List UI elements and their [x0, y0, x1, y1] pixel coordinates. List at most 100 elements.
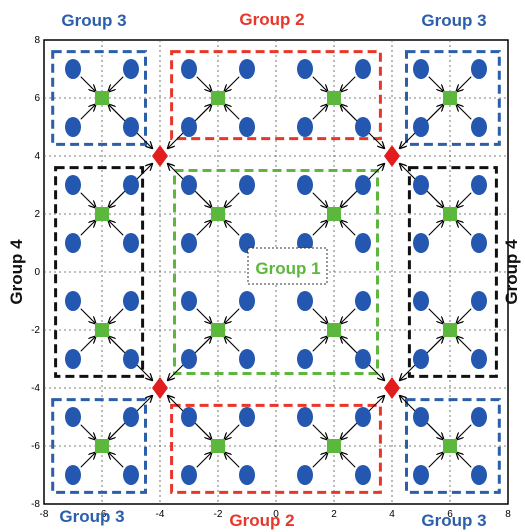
group3-label-bottom-right: Group 3: [421, 511, 486, 530]
sensor-node: [65, 349, 81, 369]
relay-node: [152, 377, 168, 399]
group1-box: [173, 169, 379, 375]
sensor-node: [181, 233, 197, 253]
sensor-node: [355, 465, 371, 485]
sensor-node: [181, 59, 197, 79]
node-to-head-arrow: [108, 76, 124, 92]
sensor-node: [297, 349, 313, 369]
cluster-head: [211, 91, 225, 105]
node-to-head-arrow: [80, 76, 96, 92]
group3-label-top-right: Group 3: [421, 11, 486, 30]
node-to-head-arrow: [224, 220, 240, 236]
sensor-node: [471, 59, 487, 79]
sensor-node: [181, 175, 197, 195]
sensor-node: [413, 349, 429, 369]
node-to-head-arrow: [340, 220, 356, 236]
node-to-head-arrow: [456, 452, 472, 468]
sensor-node: [65, 407, 81, 427]
x-tick-label: 6: [447, 509, 453, 520]
cluster-head: [443, 439, 457, 453]
node-to-head-arrow: [428, 76, 444, 92]
sensor-node: [297, 117, 313, 137]
node-to-head-arrow: [340, 308, 356, 324]
y-tick-label: -8: [31, 499, 40, 510]
group2-label-top: Group 2: [239, 10, 304, 29]
cluster-head: [443, 91, 457, 105]
node-to-head-arrow: [80, 104, 96, 120]
group4-label-right: Group 4: [502, 239, 521, 305]
sensor-node: [471, 407, 487, 427]
sensor-node: [181, 349, 197, 369]
sensor-node: [355, 117, 371, 137]
y-tick-label: 6: [34, 93, 40, 104]
node-to-head-arrow: [224, 104, 240, 120]
sensor-node: [297, 59, 313, 79]
sensor-node: [65, 59, 81, 79]
node-to-head-arrow: [312, 308, 328, 324]
y-tick-label: -2: [31, 325, 40, 336]
sensor-node: [413, 233, 429, 253]
sensor-node: [239, 349, 255, 369]
sensor-node: [471, 117, 487, 137]
grid-lines: [44, 40, 508, 504]
sensor-node: [413, 117, 429, 137]
sensor-node: [413, 407, 429, 427]
node-to-head-arrow: [428, 308, 444, 324]
node-to-head-arrow: [224, 192, 240, 208]
cluster-head: [95, 207, 109, 221]
sensor-node: [181, 291, 197, 311]
cluster-head: [211, 323, 225, 337]
node-to-head-arrow: [456, 76, 472, 92]
sensor-node: [239, 117, 255, 137]
sensor-node: [65, 175, 81, 195]
cluster-head: [327, 207, 341, 221]
node-to-head-arrow: [108, 452, 124, 468]
cluster-head: [95, 323, 109, 337]
sensor-node: [355, 59, 371, 79]
sensor-node: [239, 291, 255, 311]
node-to-head-arrow: [456, 308, 472, 324]
sensor-node: [355, 407, 371, 427]
node-to-head-arrow: [312, 220, 328, 236]
cluster-head: [211, 439, 225, 453]
sensor-node: [413, 465, 429, 485]
y-tick-label: 4: [34, 151, 40, 162]
sensor-node: [123, 117, 139, 137]
group4-box: [54, 166, 145, 378]
sensor-node: [297, 465, 313, 485]
group3-box: [51, 398, 148, 494]
sensor-node: [181, 117, 197, 137]
node-to-head-arrow: [80, 308, 96, 324]
sensor-node: [239, 407, 255, 427]
sensor-node: [181, 407, 197, 427]
sensor-node: [297, 175, 313, 195]
sensor-node: [471, 465, 487, 485]
axis-ticks: -8 -6 -4 -2 0 2 4 6 8 8 6 4 2 0 -2 -4 -6 -8: [31, 35, 511, 520]
node-to-head-arrow: [428, 220, 444, 236]
x-tick-label: -6: [98, 509, 107, 520]
node-to-head-arrow: [312, 104, 328, 120]
node-to-head-arrow: [312, 336, 328, 352]
node-to-head-arrow: [456, 104, 472, 120]
group1-label-frame: [247, 247, 328, 285]
sensor-node: [355, 291, 371, 311]
cluster-head: [443, 323, 457, 337]
node-to-head-arrow: [80, 220, 96, 236]
node-to-head-arrow: [224, 308, 240, 324]
group3-box: [405, 398, 501, 494]
x-tick-label: -2: [214, 509, 223, 520]
x-tick-label: -8: [40, 509, 49, 520]
group3-box: [51, 50, 148, 146]
x-tick-label: 8: [505, 509, 511, 520]
sensor-node: [471, 233, 487, 253]
y-tick-label: -6: [31, 441, 40, 452]
node-to-head-arrow: [224, 336, 240, 352]
x-tick-label: 0: [273, 509, 279, 520]
sensor-node: [65, 233, 81, 253]
node-to-head-arrow: [340, 452, 356, 468]
group2-label-bottom: Group 2: [229, 511, 294, 530]
sensor-node: [297, 291, 313, 311]
sensor-node: [181, 465, 197, 485]
node-to-head-arrow: [224, 452, 240, 468]
